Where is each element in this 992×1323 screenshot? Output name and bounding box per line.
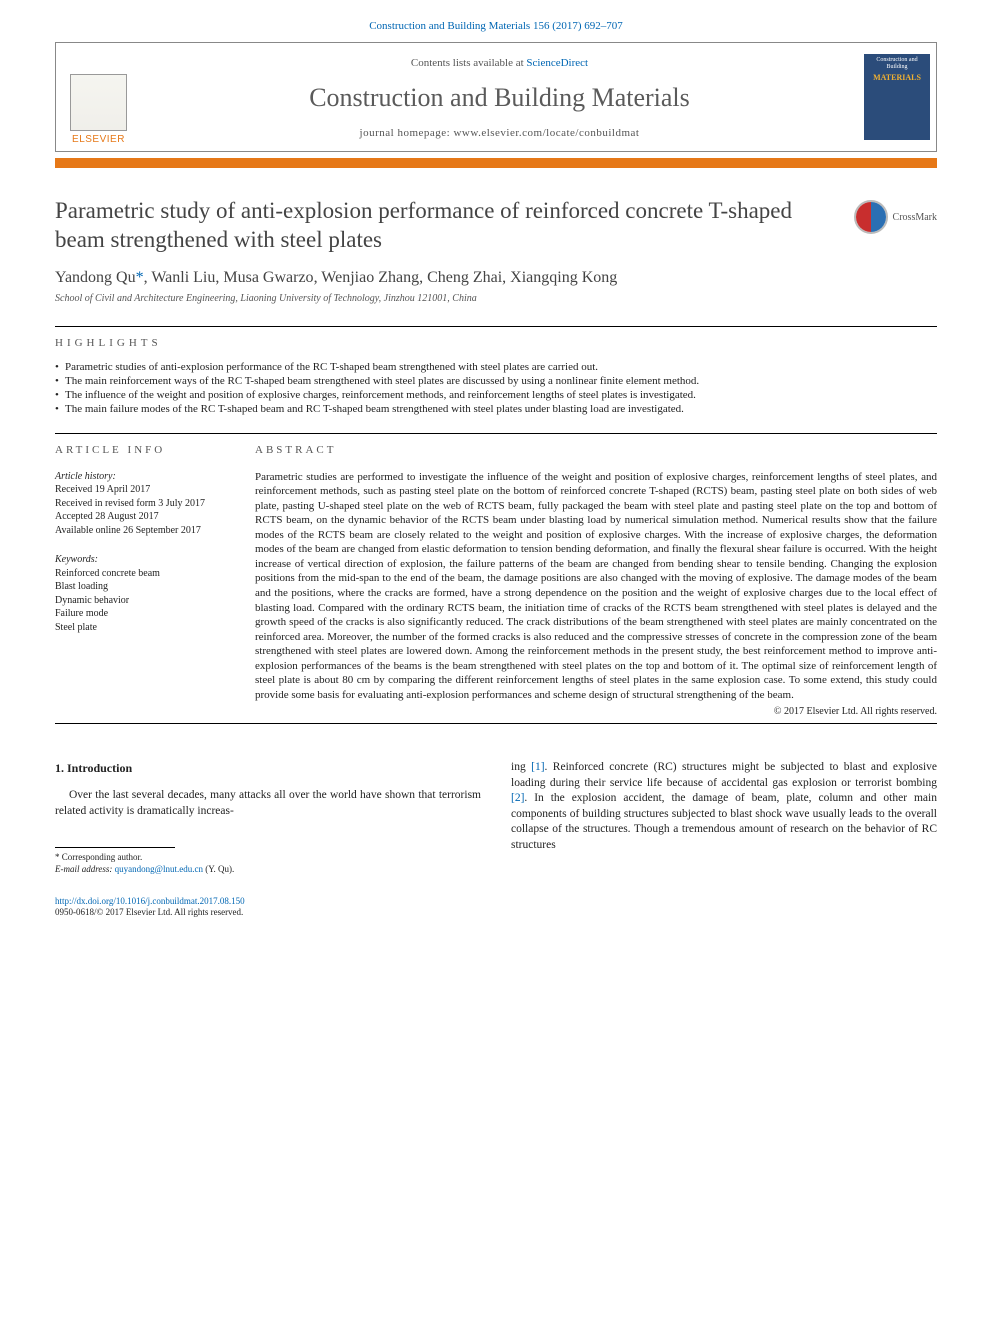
homepage-prefix: journal homepage: [360,127,454,139]
author-3: Musa Gwarzo [223,269,313,286]
keyword: Dynamic behavior [55,594,230,608]
history-label: Article history: [55,470,230,484]
crossmark-badge[interactable]: CrossMark [854,200,937,234]
cover-line1: Construction and Building [867,57,927,71]
email-label: E-mail address: [55,864,115,874]
article-info-heading: ARTICLE INFO [55,444,230,456]
history-line: Accepted 28 August 2017 [55,510,230,524]
history-line: Received in revised form 3 July 2017 [55,497,230,511]
keywords-block: Keywords: Reinforced concrete beam Blast… [55,553,230,634]
intro-r1: ing [511,761,531,773]
abstract-heading: ABSTRACT [255,444,937,456]
publisher-name: ELSEVIER [70,134,127,145]
sciencedirect-link[interactable]: ScienceDirect [526,57,588,69]
crossmark-icon [854,200,888,234]
cover-line2: MATERIALS [867,73,927,83]
citation-ref-2[interactable]: [2] [511,792,524,804]
email-line: E-mail address: quyandong@lnut.edu.cn (Y… [55,864,481,876]
abstract-text: Parametric studies are performed to inve… [255,470,937,702]
author-list: Yandong Qu*, Wanli Liu, Musa Gwarzo, Wen… [55,269,937,287]
keyword: Blast loading [55,580,230,594]
highlights-heading: HIGHLIGHTS [55,337,937,349]
article-history-block: Article history: Received 19 April 2017 … [55,470,230,538]
keyword: Failure mode [55,607,230,621]
intro-paragraph-right: ing [1]. Reinforced concrete (RC) struct… [511,760,937,853]
keyword: Reinforced concrete beam [55,567,230,581]
email-name: (Y. Qu). [203,864,234,874]
publisher-logo-block: ELSEVIER [56,43,141,151]
highlight-item: The main failure modes of the RC T-shape… [55,403,937,415]
crossmark-label: CrossMark [893,212,937,223]
highlight-item: The influence of the weight and position… [55,389,937,401]
corresponding-email[interactable]: quyandong@lnut.edu.cn [115,864,203,874]
citation-ref-1[interactable]: [1] [531,761,544,773]
contents-prefix: Contents lists available at [411,57,526,69]
homepage-url[interactable]: www.elsevier.com/locate/conbuildmat [453,127,639,139]
history-line: Received 19 April 2017 [55,483,230,497]
keyword: Steel plate [55,621,230,635]
section-1-heading: 1. Introduction [55,760,481,776]
journal-header: ELSEVIER Contents lists available at Sci… [55,42,937,152]
journal-homepage-line: journal homepage: www.elsevier.com/locat… [149,127,850,139]
elsevier-tree-icon [70,74,127,131]
intro-r2: . Reinforced concrete (RC) structures mi… [511,761,937,789]
keywords-label: Keywords: [55,553,230,567]
corresponding-author-note: * Corresponding author. [55,852,481,864]
issn-copyright: 0950-0618/© 2017 Elsevier Ltd. All right… [55,907,481,919]
corresponding-marker[interactable]: * [136,269,144,286]
article-title: Parametric study of anti-explosion perfo… [55,196,854,255]
highlight-item: Parametric studies of anti-explosion per… [55,361,937,373]
author-4: Wenjiao Zhang [321,269,419,286]
highlight-item: The main reinforcement ways of the RC T-… [55,375,937,387]
author-6: Xiangqing Kong [510,269,617,286]
intro-r3: . In the explosion accident, the damage … [511,792,937,851]
contents-available-line: Contents lists available at ScienceDirec… [149,57,850,69]
intro-paragraph-left: Over the last several decades, many atta… [55,788,481,819]
author-5: Cheng Zhai [427,269,502,286]
accent-bar [55,158,937,168]
doi-link[interactable]: http://dx.doi.org/10.1016/j.conbuildmat.… [55,896,481,908]
highlights-list: Parametric studies of anti-explosion per… [55,361,937,415]
abstract-copyright: © 2017 Elsevier Ltd. All rights reserved… [255,706,937,717]
journal-cover-thumbnail: Construction and Building MATERIALS [864,54,930,140]
history-line: Available online 26 September 2017 [55,524,230,538]
top-citation[interactable]: Construction and Building Materials 156 … [55,20,937,32]
author-2: Wanli Liu [151,269,215,286]
author-1: Yandong Qu [55,269,136,286]
journal-title: Construction and Building Materials [149,83,850,113]
affiliation: School of Civil and Architecture Enginee… [55,293,937,304]
